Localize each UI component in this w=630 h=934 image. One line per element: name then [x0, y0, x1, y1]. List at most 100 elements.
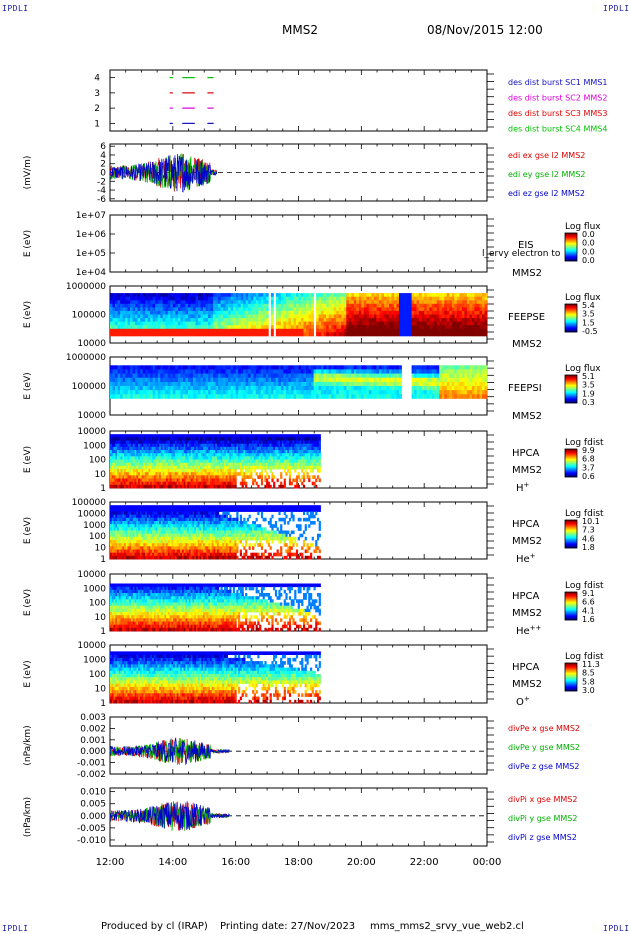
spectrogram-cell: [426, 369, 430, 374]
spectrogram-cell: [152, 293, 156, 298]
spectrogram-cell: [132, 310, 136, 315]
spectrogram-cell: [125, 365, 128, 370]
spectrogram-cell: [198, 390, 201, 395]
spectrogram-cell: [301, 377, 304, 383]
spectrogram-cell: [421, 373, 425, 379]
spectrogram-cell: [195, 381, 199, 387]
spectrogram-cell: [396, 303, 400, 308]
spectrogram-cell: [469, 386, 473, 391]
spectrogram-cell: [125, 318, 128, 323]
spectrogram-cell: [171, 446, 174, 451]
colorbar-cell: [565, 398, 577, 400]
spectrogram-cell: [182, 373, 186, 379]
spectrogram-cell: [368, 394, 372, 399]
spectrogram-cell: [180, 377, 184, 383]
spectrogram-cell: [338, 310, 342, 315]
spectrogram-cell: [169, 469, 172, 473]
spectrogram-cell: [112, 300, 116, 305]
spectrogram-cell: [115, 293, 118, 298]
spectrogram-cell: [166, 472, 169, 476]
spectrogram-cell: [132, 377, 136, 383]
spectrogram-cell: [431, 318, 435, 323]
spectrogram-cell: [469, 321, 473, 326]
spectrogram-cell: [138, 472, 141, 476]
spectrogram-cell: [180, 390, 184, 395]
spectrogram-cell: [236, 472, 239, 476]
spectrogram-cell: [394, 325, 397, 330]
spectrogram-cell: [273, 386, 277, 391]
spectrogram-cell: [142, 377, 146, 383]
spectrogram-cell: [182, 377, 186, 383]
spectrogram-cell: [476, 303, 480, 308]
spectrogram-cell: [298, 325, 302, 330]
spectrogram-cell: [361, 381, 365, 387]
spectrogram-cell: [155, 462, 158, 467]
colorbar-cell: [565, 242, 577, 244]
spectrogram-cell: [170, 293, 174, 298]
spectrogram-cell: [313, 365, 317, 370]
spectrogram-cell: [245, 481, 248, 486]
spectrogram-cell: [142, 293, 146, 298]
spectrogram-cell: [356, 381, 360, 387]
spectrogram-cell: [206, 465, 209, 470]
spectrogram-cell: [173, 465, 176, 470]
spectrogram-cell: [371, 296, 375, 301]
spectrogram-cell: [199, 443, 202, 448]
spectrogram-cell: [411, 325, 415, 330]
spectrogram-cell: [238, 293, 242, 298]
spectrogram-cell: [178, 446, 181, 451]
spectrogram-cell: [211, 469, 214, 473]
spectrogram-cell: [346, 314, 350, 319]
spectrogram-cell: [200, 293, 204, 298]
spectrogram-cell: [248, 450, 251, 454]
spectrogram-cell: [227, 437, 230, 441]
spectrogram-cell: [111, 446, 114, 451]
spectrogram-cell: [248, 296, 252, 301]
spectrogram-cell: [283, 381, 287, 387]
spectrogram-cell: [225, 394, 229, 399]
spectrogram-cell: [298, 394, 302, 399]
spectrogram-cell: [127, 434, 130, 438]
spectrogram-cell: [484, 386, 488, 391]
spectrogram-cell: [196, 437, 199, 441]
spectrogram-cell: [198, 293, 201, 298]
spectrogram-cell: [248, 440, 251, 445]
spectrogram-cell: [211, 437, 214, 441]
spectrogram-cell: [278, 386, 282, 391]
spectrogram-cell: [396, 293, 400, 298]
spectrogram-cell: [135, 390, 138, 395]
spectrogram-cell: [456, 325, 460, 330]
spectrogram-cell: [155, 373, 159, 379]
spectrogram-cell: [139, 453, 142, 457]
spectrogram-cell: [225, 475, 228, 479]
spectrogram-cell: [152, 481, 155, 486]
spectrogram-cell: [384, 365, 387, 370]
spectrogram-cell: [141, 484, 144, 489]
spectrogram-cell: [240, 328, 244, 333]
spectrogram-cell: [474, 310, 478, 315]
spectrogram-cell: [171, 437, 174, 441]
spectrogram-cell: [243, 381, 247, 387]
spectrogram-cell: [431, 325, 435, 330]
spectrogram-cell: [145, 386, 149, 391]
spectrogram-cell: [389, 381, 392, 387]
spectrogram-cell: [321, 303, 324, 308]
spectrogram-cell: [358, 369, 362, 374]
spectrogram-cell: [343, 296, 347, 301]
spectrogram-cell: [218, 303, 221, 308]
spectrogram-cell: [110, 377, 113, 383]
spectrogram-cell: [166, 469, 169, 473]
spectrogram-cell: [210, 440, 213, 445]
spectrogram-cell: [376, 296, 380, 301]
spectrogram-cell: [113, 469, 116, 473]
spectrogram-cell: [333, 377, 337, 383]
spectrogram-cell: [178, 481, 181, 486]
spectrogram-cell: [147, 303, 151, 308]
spectrogram-cell: [434, 307, 438, 312]
spectrogram-cell: [220, 365, 224, 370]
spectrogram-cell: [233, 307, 237, 312]
spectrogram-cell: [373, 296, 377, 301]
spectrogram-cell: [396, 328, 400, 333]
spectrogram-cell: [115, 478, 118, 483]
spectrogram-cell: [162, 475, 165, 479]
